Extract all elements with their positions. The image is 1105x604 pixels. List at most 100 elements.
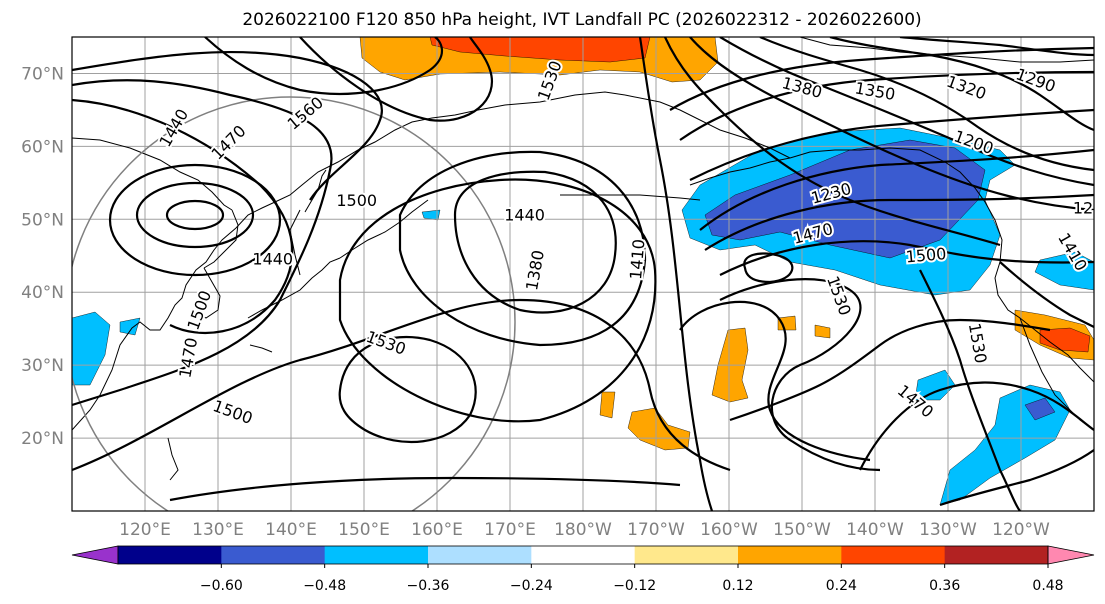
height-contour [338,178,657,423]
height-contour [679,70,1094,141]
colorbar-tick-label: −0.12 [613,578,656,594]
coastline-segment [195,267,221,319]
colorbar-frame [117,545,1049,565]
coastline-segment [72,91,626,431]
coastline-segment [167,437,179,481]
height-contour [72,50,383,201]
height-contour [699,148,1094,231]
lon-tick-label: 120°E [119,520,171,540]
latitude-labels: 70°N 60°N 50°N 40°N 30°N 20°N [21,64,64,449]
height-contour [204,37,443,96]
height-contour [939,449,1094,507]
lon-tick-label: 170°E [484,520,536,540]
height-contour [859,381,1094,471]
lon-tick-label: 150°E [338,520,390,540]
height-contour [719,37,1094,187]
lon-tick-label: 180°W [554,520,612,540]
lon-tick-label: 170°W [627,520,685,540]
ivt-positive-region [599,391,616,419]
coastline-segment [203,209,239,269]
ivt-negative-region [119,317,141,336]
lat-tick-label: 60°N [21,137,64,157]
lat-tick-label: 30°N [21,356,64,376]
colorbar-box [221,546,326,564]
ivt-negative-region [421,209,441,221]
coastline-segment [560,194,701,201]
contour-label: 1440 [252,249,293,268]
colorbar-tick-label: −0.60 [200,578,243,594]
height-contour [719,240,1094,276]
colorbar-extend-max [1047,545,1095,565]
contour-label: 12 [1073,198,1093,217]
lon-tick-label: 140°E [265,520,317,540]
lon-tick-label: 120°W [992,520,1050,540]
lat-tick-label: 20°N [21,429,64,449]
height-contour [729,318,1051,422]
colorbar-extend-min [71,545,119,565]
lon-tick-label: 140°W [846,520,904,540]
lon-tick-label: 160°W [700,520,758,540]
radius-circle [72,96,516,511]
colorbar-box [634,546,739,564]
lat-tick-label: 40°N [21,283,64,303]
colorbar-box [841,546,946,564]
colorbar-tick-label: −0.48 [303,578,346,594]
colorbar-tick-label: 0.24 [826,578,857,594]
contour-label: 1500 [905,244,947,266]
colorbar-tick-label: 0.48 [1032,578,1063,594]
colorbar-box [944,546,1049,564]
height-contour [704,193,1094,251]
lon-tick-label: 160°E [411,520,463,540]
coastline-segment [624,94,791,159]
height-contour [453,170,617,314]
height-contour [829,37,1094,132]
colorbar [71,545,1095,565]
height-contour [689,108,1094,181]
colorbar-box [428,546,532,564]
height-contour [638,37,714,511]
map-title: 2026022100 F120 850 hPa height, IVT Land… [242,10,921,30]
coastline-segment [72,137,233,211]
height-contour [919,269,1021,511]
lon-tick-label: 130°E [192,520,244,540]
ivt-positive-region [814,324,831,339]
colorbar-box [324,546,429,564]
lat-tick-label: 70°N [21,64,64,84]
height-contour [72,298,731,472]
longitude-labels: 120°E 130°E 140°E 150°E 160°E 170°E 180°W 170°W… [119,520,1050,540]
height-contour [72,79,333,407]
lat-tick-label: 50°N [21,210,64,230]
height-contour [999,261,1094,328]
lon-tick-label: 130°W [919,520,977,540]
coastline-segment [249,344,273,353]
colorbar-tick-label: 0.12 [722,578,753,594]
height-contour [169,476,681,502]
height-contours [72,37,1094,511]
lon-tick-label: 150°W [773,520,831,540]
height-contour [165,199,225,231]
colorbar-box [118,546,222,564]
colorbar-tick-labels: −0.60 −0.48 −0.36 −0.24 −0.12 0.12 0.24 0.36 0.4… [200,564,1064,594]
contour-label: 1410 [626,238,648,280]
coastline-segment [247,257,341,319]
contour-label: 1440 [504,206,545,225]
colorbar-tick-label: −0.36 [407,578,450,594]
colorbar-tick-label: −0.24 [510,578,553,594]
ivt-negative-core [1024,397,1056,421]
height-contour [108,163,282,277]
map-frame [71,36,1095,512]
height-contour [135,181,255,249]
height-contour [663,37,1001,247]
height-contour [743,252,794,284]
height-contour [669,46,1094,111]
contour-label: 1500 [336,191,377,210]
ivt-negative-region [72,311,111,386]
height-contour [398,150,647,347]
height-contour [719,278,881,472]
height-contour [299,37,493,122]
height-contour [899,37,1094,57]
colorbar-box [531,546,636,564]
colorbar-box [738,546,842,564]
